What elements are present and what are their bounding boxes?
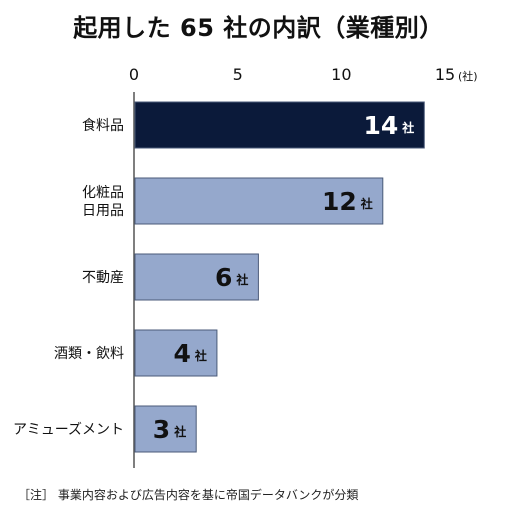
category-label: アミューズメント bbox=[13, 422, 124, 438]
category-label: 化粧品 bbox=[82, 185, 124, 201]
bar-5 bbox=[134, 405, 197, 453]
data-label-unit: 社 bbox=[235, 272, 248, 287]
x-tick-label: 10 bbox=[331, 65, 351, 84]
category-label: 日用品 bbox=[82, 203, 124, 219]
x-unit-label: (社) bbox=[458, 69, 478, 83]
bar-3 bbox=[134, 253, 259, 301]
data-label-value: 4 bbox=[174, 339, 191, 368]
chart-note: ［注］ 事業内容および広告内容を基に帝国データバンクが分類 bbox=[18, 488, 359, 502]
category-label: 酒類・飲料 bbox=[54, 346, 124, 362]
data-label-unit: 社 bbox=[401, 120, 414, 135]
data-label-unit: 社 bbox=[360, 196, 373, 211]
category-label: 食料品 bbox=[82, 117, 124, 134]
x-tick-label: 5 bbox=[233, 65, 243, 84]
data-label-value: 6 bbox=[215, 263, 232, 292]
data-label-unit: 社 bbox=[194, 348, 207, 363]
data-label-value: 3 bbox=[153, 415, 170, 444]
chart-title: 起用した 65 社の内訳（業種別） bbox=[73, 14, 444, 42]
bar-1 bbox=[134, 101, 425, 149]
data-label-value: 14 bbox=[363, 111, 398, 140]
x-tick-label: 15 bbox=[435, 65, 455, 84]
bar-4 bbox=[134, 329, 218, 377]
data-label-value: 12 bbox=[322, 187, 357, 216]
data-label-unit: 社 bbox=[173, 424, 186, 439]
bar-2 bbox=[134, 177, 384, 225]
x-tick-label: 0 bbox=[129, 65, 139, 84]
category-label: 不動産 bbox=[82, 270, 124, 286]
